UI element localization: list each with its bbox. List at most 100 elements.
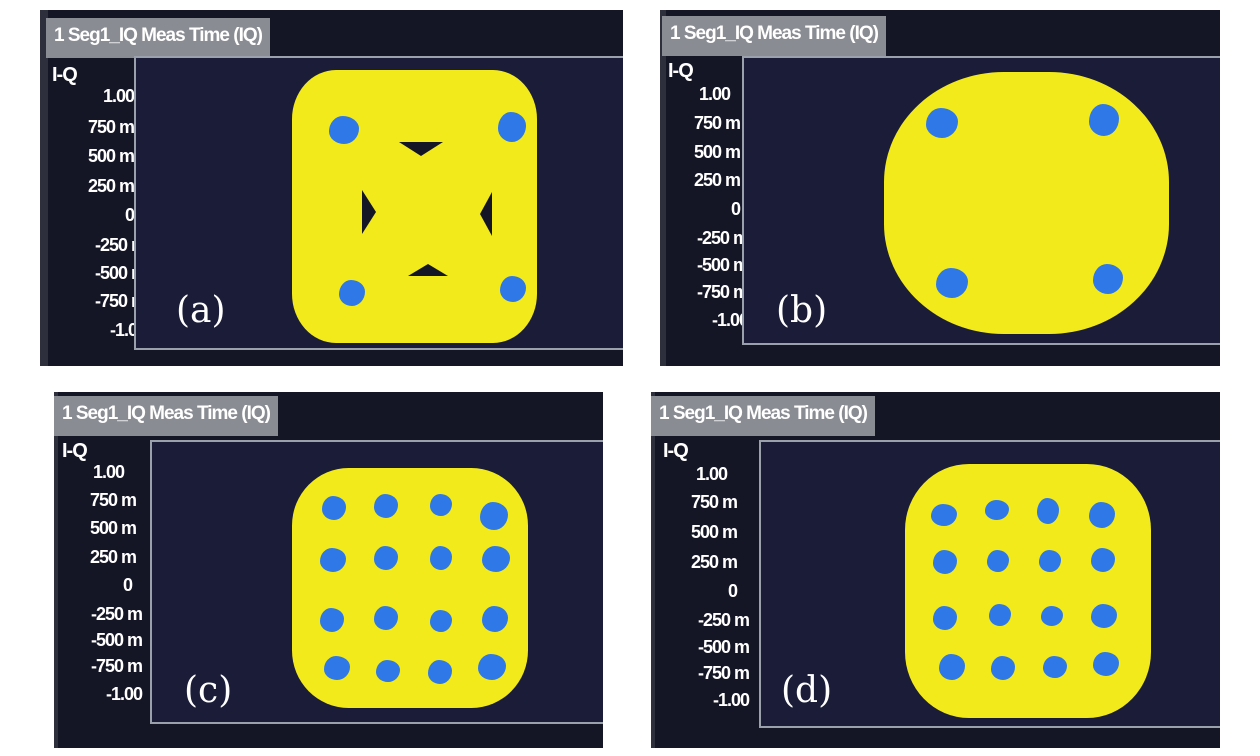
constellation-point — [480, 502, 508, 530]
y-tick: 750 m — [87, 117, 135, 137]
trace-title-tab[interactable]: 1 Seg1_IQ Meas Time (IQ) — [54, 396, 278, 436]
constellation-point — [1043, 656, 1067, 678]
y-tick: 250 m — [89, 547, 137, 567]
constellation-point — [500, 276, 526, 302]
y-tick: 0 — [124, 205, 135, 225]
constellation-point — [339, 280, 365, 306]
constellation-point — [1089, 502, 1115, 528]
constellation-point — [329, 116, 359, 144]
constellation-point — [482, 606, 508, 632]
iq-plot-area[interactable] — [759, 440, 1220, 728]
panel-b: 1 Seg1_IQ Meas Time (IQ) I-Q 1.00 750 m … — [660, 10, 1220, 366]
constellation-point — [985, 500, 1009, 520]
constellation-point — [926, 108, 958, 138]
trajectory-gap — [362, 190, 376, 234]
iq-trajectory-cloud — [905, 464, 1151, 718]
panel-c: 1 Seg1_IQ Meas Time (IQ) I-Q 1.00 750 m … — [54, 392, 603, 748]
y-tick: -500 m — [90, 630, 143, 650]
constellation-point — [428, 660, 452, 684]
panel-label: (a) — [176, 290, 226, 331]
y-tick: -1.00 — [105, 684, 143, 704]
constellation-point — [374, 494, 398, 518]
screen-bezel — [651, 392, 655, 748]
constellation-point — [430, 494, 452, 516]
y-tick: 0 — [730, 199, 741, 219]
y-tick: -500 m — [94, 263, 147, 283]
constellation-point — [1037, 498, 1059, 524]
y-tick: -750 m — [94, 291, 147, 311]
constellation-point — [1093, 264, 1123, 294]
trace-title-tab[interactable]: 1 Seg1_IQ Meas Time (IQ) — [651, 396, 875, 436]
y-tick: 1.00 — [92, 462, 125, 482]
trace-title-tab[interactable]: 1 Seg1_IQ Meas Time (IQ) — [662, 16, 886, 56]
y-tick: -250 m — [90, 604, 143, 624]
trajectory-gap — [480, 192, 492, 236]
y-tick: -750 m — [697, 663, 750, 683]
panel-label: (d) — [781, 670, 833, 711]
constellation-point — [498, 112, 526, 142]
trace-title-tab[interactable]: 1 Seg1_IQ Meas Time (IQ) — [46, 18, 270, 58]
panel-label: (c) — [184, 670, 233, 711]
y-tick: 1.00 — [695, 464, 728, 484]
constellation-point — [989, 604, 1011, 626]
constellation-point — [320, 548, 346, 572]
y-tick: 1.00 — [102, 86, 135, 106]
y-tick: 0 — [727, 581, 738, 601]
constellation-point — [936, 268, 968, 298]
y-axis-title: I-Q — [62, 440, 88, 462]
y-tick: 500 m — [89, 518, 137, 538]
constellation-point — [430, 610, 452, 632]
constellation-point — [374, 546, 398, 570]
constellation-point — [987, 550, 1009, 572]
iq-plot-area[interactable] — [150, 440, 603, 724]
y-tick: 250 m — [693, 170, 741, 190]
constellation-point — [1091, 548, 1115, 572]
constellation-point — [478, 654, 506, 680]
y-tick: -750 m — [696, 282, 749, 302]
y-axis-title: I-Q — [668, 60, 694, 82]
constellation-point — [324, 656, 350, 680]
y-tick: -250 m — [697, 610, 750, 630]
constellation-point — [376, 660, 400, 682]
y-tick: 250 m — [87, 176, 135, 196]
y-tick: -1.00 — [109, 320, 147, 340]
iq-plot-area[interactable] — [134, 56, 623, 350]
constellation-point — [322, 496, 346, 520]
y-tick: 500 m — [690, 522, 738, 542]
y-tick: 750 m — [693, 113, 741, 133]
trajectory-gap — [408, 264, 448, 276]
iq-trajectory-cloud — [884, 72, 1169, 334]
constellation-point — [482, 546, 510, 572]
constellation-point — [1039, 550, 1061, 572]
y-tick: 500 m — [693, 142, 741, 162]
y-tick: 500 m — [87, 146, 135, 166]
iq-trajectory-cloud — [292, 70, 537, 343]
trajectory-gap — [399, 142, 443, 156]
y-tick: -750 m — [90, 656, 143, 676]
y-tick: 0 — [122, 575, 133, 595]
constellation-point — [939, 654, 965, 680]
y-tick: 1.00 — [698, 84, 731, 104]
screen-bezel — [40, 10, 48, 366]
y-axis-title: I-Q — [52, 64, 78, 86]
y-tick: -500 m — [696, 255, 749, 275]
y-tick: -1.00 — [712, 690, 750, 710]
y-tick: -250 m — [696, 228, 749, 248]
panel-d: 1 Seg1_IQ Meas Time (IQ) I-Q 1.00 750 m … — [651, 392, 1220, 748]
constellation-point — [933, 550, 957, 574]
constellation-point — [931, 504, 957, 526]
constellation-point — [1093, 652, 1119, 676]
constellation-point — [933, 606, 957, 630]
y-axis-title: I-Q — [663, 440, 689, 462]
constellation-point — [1041, 606, 1063, 626]
y-tick: 750 m — [690, 492, 738, 512]
y-tick: 750 m — [89, 490, 137, 510]
iq-plot-area[interactable] — [742, 56, 1220, 345]
y-tick: -250 m — [94, 235, 147, 255]
y-tick: 250 m — [690, 552, 738, 572]
y-tick: -500 m — [697, 637, 750, 657]
constellation-point — [1091, 604, 1117, 628]
constellation-point — [374, 606, 398, 630]
screen-bezel — [54, 392, 58, 748]
constellation-point — [991, 656, 1015, 680]
